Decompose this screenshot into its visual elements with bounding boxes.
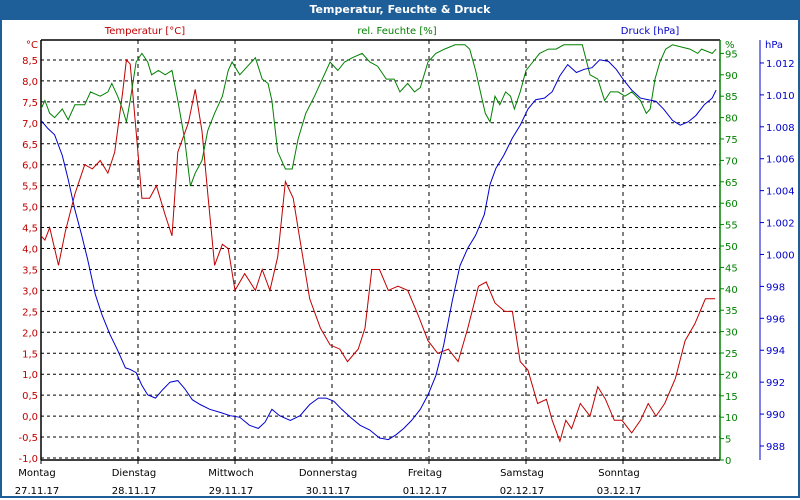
x-tick-date: 28.11.17 <box>112 486 157 497</box>
temperature-tick-label: 0,0 <box>22 412 38 423</box>
humidity-tick-label: 95 <box>725 49 738 60</box>
x-tick-day: Mittwoch <box>208 468 253 479</box>
pressure-tick-label: 1.008 <box>766 123 795 134</box>
x-tick-day: Sonntag <box>598 468 640 479</box>
humidity-tick-label: 10 <box>725 413 738 424</box>
humidity-tick-label: 60 <box>725 199 738 210</box>
humidity-tick-label: 35 <box>725 306 738 317</box>
temperature-unit: °C <box>26 40 38 51</box>
temperature-tick-label: 4,0 <box>22 245 38 256</box>
pressure-tick-label: 1.000 <box>766 250 795 261</box>
x-tick-day: Donnerstag <box>299 468 357 479</box>
temperature-tick-label: 4,5 <box>22 224 38 235</box>
temperature-tick-label: 5,5 <box>22 182 38 193</box>
humidity-tick-label: 80 <box>725 114 738 125</box>
pressure-tick-label: 996 <box>766 314 785 325</box>
temperature-tick-label: -1,0 <box>18 454 38 465</box>
humidity-tick-label: 40 <box>725 285 738 296</box>
humidity-tick-label: 85 <box>725 92 738 103</box>
pressure-tick-label: 1.012 <box>766 59 795 70</box>
humidity-tick-label: 90 <box>725 71 738 82</box>
temperature-tick-label: 7,5 <box>22 98 38 109</box>
x-tick-date: 29.11.17 <box>209 486 254 497</box>
humidity-tick-label: 5 <box>725 435 731 446</box>
humidity-tick-label: 75 <box>725 135 738 146</box>
pressure-tick-label: 1.002 <box>766 219 795 230</box>
temperature-line <box>40 58 716 443</box>
x-tick-date: 27.11.17 <box>15 486 60 497</box>
temperature-tick-label: 3,0 <box>22 286 38 297</box>
temperature-tick-label: -0,5 <box>18 433 38 444</box>
humidity-line <box>40 44 717 187</box>
temperature-tick-label: 3,5 <box>22 265 38 276</box>
window-title: Temperatur, Feuchte & Druck <box>0 0 800 20</box>
temperature-tick-label: 1,5 <box>22 349 38 360</box>
temperature-tick-label: 2,0 <box>22 328 38 339</box>
x-tick-day: Samstag <box>500 468 544 479</box>
humidity-tick-label: 50 <box>725 242 738 253</box>
temperature-axis-title: Temperatur [°C] <box>104 26 185 37</box>
temperature-tick-label: 5,0 <box>22 203 38 214</box>
humidity-tick-label: 70 <box>725 156 738 167</box>
axes: 8,5 8,0 7,5 7,0 6,5 6,0 5,5 5,0 4,5 4,0 3,5 3,0 2,5 2… <box>15 39 795 497</box>
x-tick-day: Dienstag <box>112 468 157 479</box>
x-tick-day: Freitag <box>408 468 442 479</box>
humidity-tick-label: 45 <box>725 263 738 274</box>
humidity-tick-label: 0 <box>725 456 731 467</box>
x-tick-date: 01.12.17 <box>403 486 448 497</box>
humidity-tick-label: 30 <box>725 328 738 339</box>
pressure-tick-label: 1.004 <box>766 187 795 198</box>
pressure-axis-title: Druck [hPa] <box>621 26 680 37</box>
pressure-tick-label: 1.010 <box>766 91 795 102</box>
x-tick-date: 02.12.17 <box>500 486 545 497</box>
x-tick-date: 03.12.17 <box>597 486 642 497</box>
humidity-tick-label: 65 <box>725 178 738 189</box>
pressure-tick-label: 1.006 <box>766 155 795 166</box>
humidity-tick-label: 20 <box>725 370 738 381</box>
temperature-tick-label: 8,0 <box>22 77 38 88</box>
pressure-line <box>40 59 717 441</box>
temperature-tick-label: 2,5 <box>22 307 38 318</box>
grid <box>41 40 720 460</box>
temperature-tick-label: 6,5 <box>22 140 38 151</box>
pressure-tick-label: 998 <box>766 282 785 293</box>
pressure-tick-label: 988 <box>766 442 785 453</box>
x-tick-date: 30.11.17 <box>306 486 351 497</box>
temperature-tick-label: 7,0 <box>22 119 38 130</box>
pressure-tick-label: 992 <box>766 378 785 389</box>
humidity-tick-label: 25 <box>725 349 738 360</box>
temperature-tick-label: 8,5 <box>22 56 38 67</box>
humidity-tick-label: 55 <box>725 221 738 232</box>
series-lines <box>40 44 717 443</box>
temperature-tick-label: 0,5 <box>22 391 38 402</box>
humidity-axis-title: rel. Feuchte [%] <box>357 26 436 37</box>
humidity-unit: % <box>725 40 735 51</box>
temperature-tick-label: 6,0 <box>22 161 38 172</box>
pressure-unit: hPa <box>765 40 783 51</box>
pressure-tick-label: 990 <box>766 410 785 421</box>
humidity-tick-label: 15 <box>725 392 738 403</box>
temperature-tick-label: 1,0 <box>22 370 38 381</box>
pressure-tick-label: 994 <box>766 346 785 357</box>
x-tick-day: Montag <box>18 468 55 479</box>
